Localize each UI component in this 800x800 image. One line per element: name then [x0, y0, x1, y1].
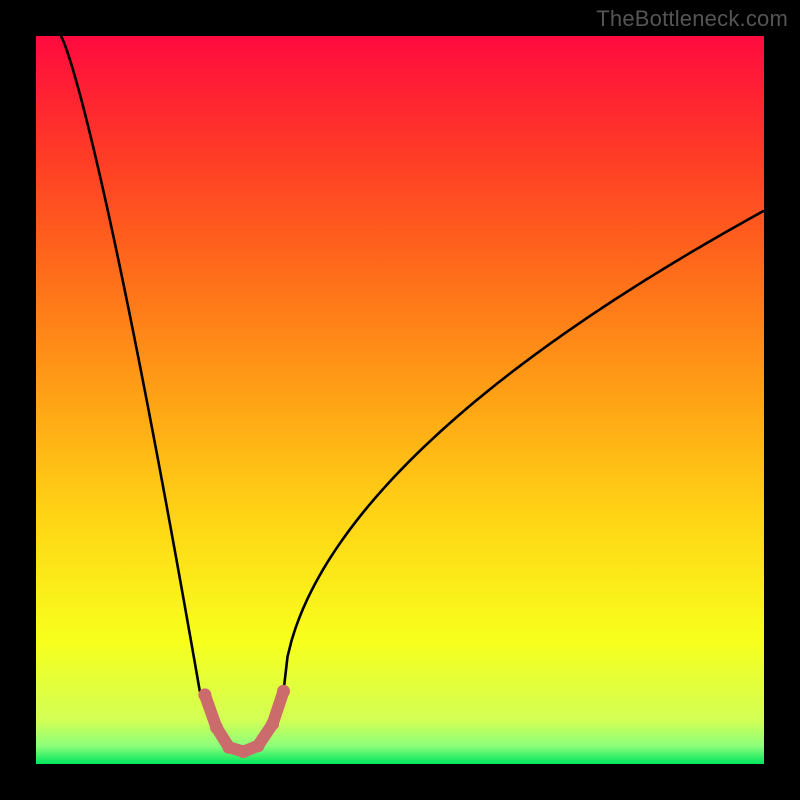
bottleneck-curve	[61, 36, 764, 753]
curve-overlay	[0, 0, 800, 800]
chart-container: TheBottleneck.com	[0, 0, 800, 800]
watermark-text: TheBottleneck.com	[596, 6, 788, 32]
optimal-range-marker	[198, 685, 290, 758]
